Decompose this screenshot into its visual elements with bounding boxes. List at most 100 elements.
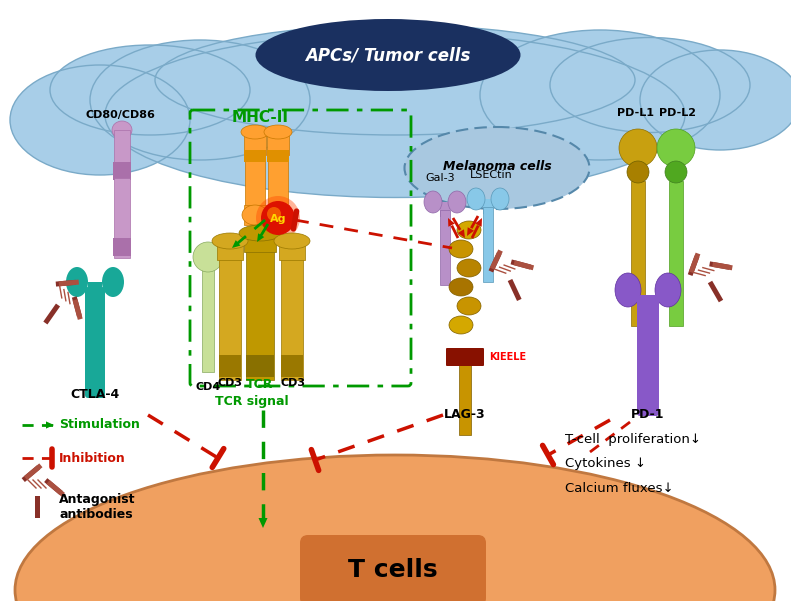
Bar (267, 130, 289, 155)
Ellipse shape (449, 240, 473, 258)
Text: Gal-3: Gal-3 (426, 173, 455, 183)
Text: Antagonist: Antagonist (59, 492, 135, 505)
Bar (47, 480, 65, 497)
Text: CD3: CD3 (281, 378, 305, 388)
FancyBboxPatch shape (300, 535, 486, 601)
Ellipse shape (105, 32, 685, 198)
Ellipse shape (467, 188, 485, 210)
Text: MHC-II: MHC-II (232, 111, 289, 126)
Text: PD-L1: PD-L1 (618, 108, 654, 118)
Ellipse shape (212, 233, 248, 249)
FancyBboxPatch shape (446, 348, 484, 366)
Text: LAG-3: LAG-3 (445, 408, 486, 421)
Bar (688, 255, 699, 276)
Bar (219, 355, 241, 377)
Circle shape (627, 161, 649, 183)
Text: CD3: CD3 (218, 378, 243, 388)
Bar (24, 463, 43, 480)
Ellipse shape (457, 297, 481, 315)
Polygon shape (46, 421, 54, 429)
Bar (440, 202, 450, 217)
Bar (267, 150, 289, 162)
Bar (245, 150, 265, 210)
FancyBboxPatch shape (637, 295, 659, 416)
Polygon shape (475, 218, 482, 227)
Bar (217, 240, 243, 260)
Text: T-cell  proliferation↓: T-cell proliferation↓ (565, 433, 701, 447)
Bar (44, 478, 62, 495)
Circle shape (193, 242, 223, 272)
Text: antibodies: antibodies (59, 507, 133, 520)
Circle shape (267, 207, 281, 221)
Bar (202, 262, 214, 372)
Ellipse shape (241, 125, 269, 139)
Circle shape (619, 129, 657, 167)
Ellipse shape (264, 125, 292, 139)
Ellipse shape (655, 273, 681, 307)
Bar (281, 355, 303, 377)
Text: PD-1: PD-1 (631, 408, 664, 421)
Bar (88, 282, 102, 302)
Text: APCs/ Tumor cells: APCs/ Tumor cells (305, 46, 471, 64)
Bar (219, 255, 241, 380)
Ellipse shape (457, 221, 481, 239)
Ellipse shape (255, 19, 520, 91)
Text: CTLA-4: CTLA-4 (70, 388, 119, 401)
Bar (246, 355, 274, 377)
Text: Ag: Ag (270, 214, 286, 224)
Polygon shape (458, 230, 465, 238)
Bar (244, 130, 266, 155)
Text: PD-L2: PD-L2 (660, 108, 697, 118)
Text: CD80/CD86: CD80/CD86 (85, 110, 155, 120)
Ellipse shape (265, 205, 291, 225)
Text: LSECtin: LSECtin (470, 170, 513, 180)
Text: TCR signal: TCR signal (215, 395, 289, 408)
Ellipse shape (102, 267, 124, 297)
Ellipse shape (449, 316, 473, 334)
Ellipse shape (424, 191, 442, 213)
Bar (513, 260, 534, 270)
Circle shape (261, 201, 295, 235)
Bar (114, 178, 130, 258)
Text: Calcium fluxes↓: Calcium fluxes↓ (565, 481, 674, 495)
Text: T cells: T cells (348, 558, 437, 582)
Ellipse shape (449, 278, 473, 296)
Bar (710, 261, 730, 270)
Bar (712, 262, 732, 270)
Text: KIEELE: KIEELE (489, 352, 526, 362)
Circle shape (657, 129, 695, 167)
Ellipse shape (457, 259, 481, 277)
Bar (113, 162, 131, 180)
Polygon shape (448, 218, 455, 227)
Bar (44, 304, 60, 325)
Bar (483, 199, 493, 214)
Bar (268, 150, 288, 210)
Bar (55, 280, 76, 287)
Text: Stimulation: Stimulation (59, 418, 140, 432)
Bar (72, 296, 82, 317)
Ellipse shape (239, 225, 281, 241)
Text: CD4: CD4 (195, 382, 221, 392)
Ellipse shape (550, 37, 750, 132)
Polygon shape (232, 240, 240, 248)
Polygon shape (257, 233, 264, 242)
Polygon shape (259, 518, 267, 528)
Bar (246, 247, 274, 380)
Ellipse shape (15, 455, 775, 601)
Bar (440, 210, 450, 285)
Ellipse shape (242, 205, 268, 225)
Bar (689, 252, 700, 273)
Bar (489, 252, 501, 272)
Ellipse shape (50, 45, 250, 135)
Ellipse shape (480, 30, 720, 160)
Ellipse shape (615, 273, 641, 307)
Bar (510, 260, 532, 269)
Circle shape (256, 196, 300, 240)
Bar (279, 240, 305, 260)
Text: Melanoma cells: Melanoma cells (443, 160, 551, 174)
Bar (459, 365, 471, 435)
Circle shape (665, 161, 687, 183)
Bar (21, 465, 40, 482)
Ellipse shape (10, 65, 190, 175)
Bar (508, 279, 521, 301)
